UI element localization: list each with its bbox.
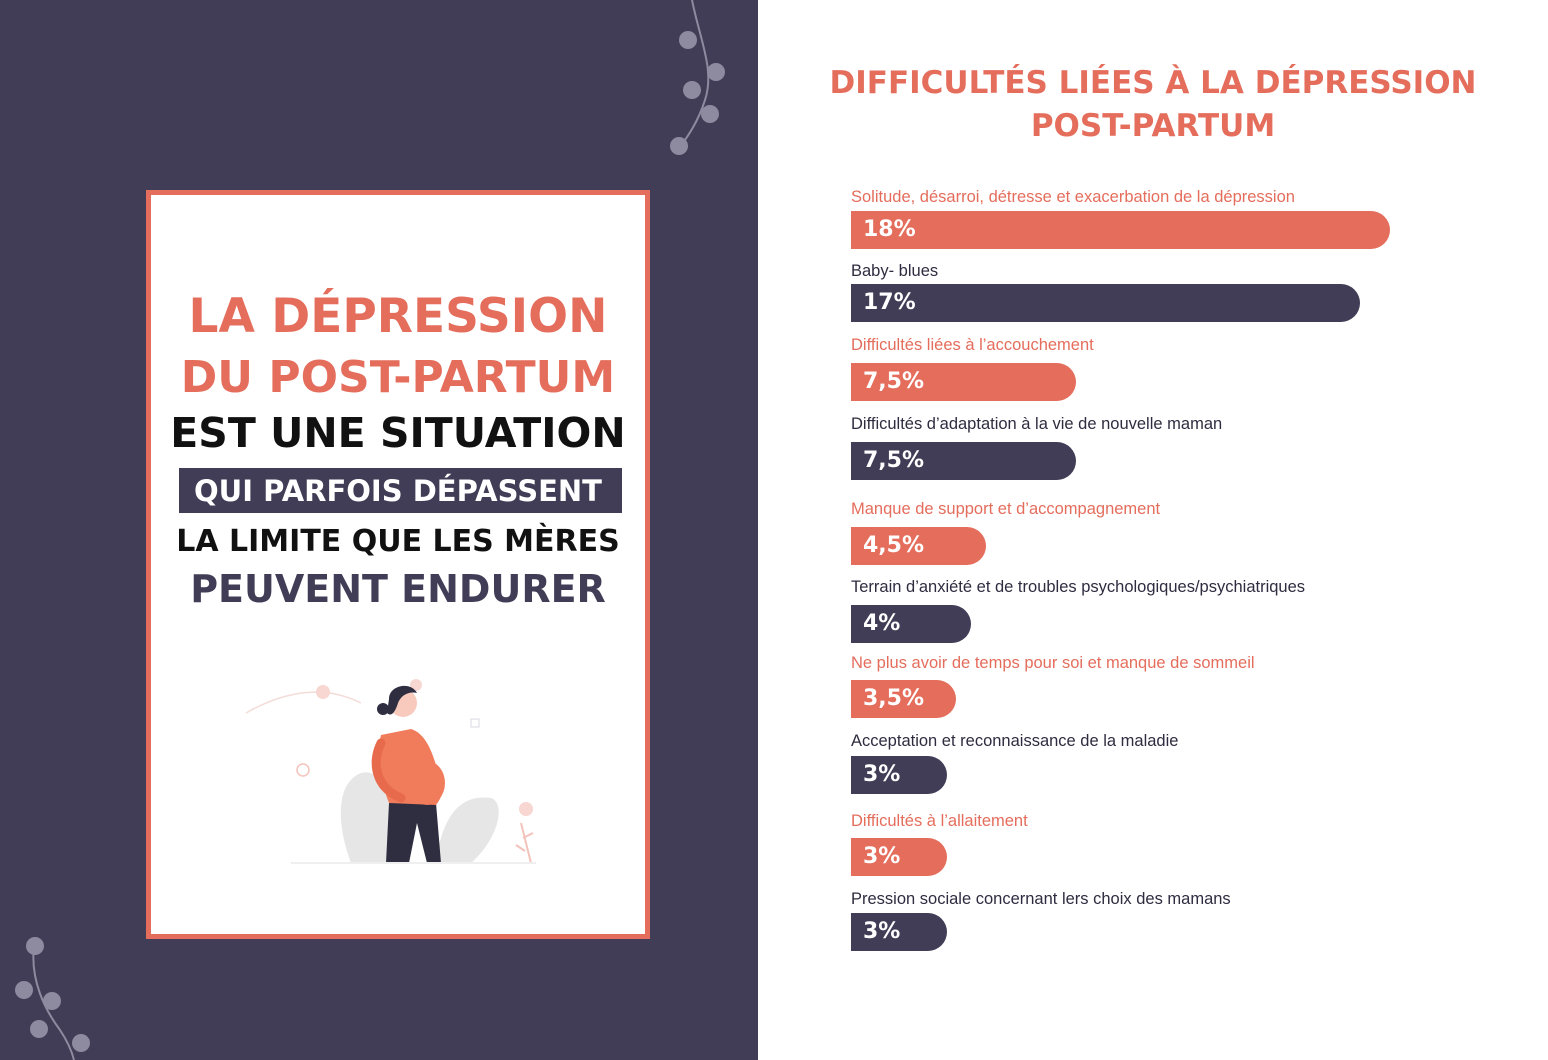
poster-headline-line-1: LA DÉPRESSION <box>188 289 608 344</box>
bar-label: Difficultés à l’allaitement <box>851 812 1028 830</box>
bar-value-label: 3% <box>863 919 901 944</box>
leaf-branch-decoration <box>15 0 725 1060</box>
poster-headline-line-6: PEUVENT ENDURER <box>190 567 606 611</box>
bar-label: Terrain d’anxiété et de troubles psychol… <box>851 578 1306 596</box>
poster-headline-line-3: EST UNE SITUATION <box>170 409 626 457</box>
bar-value-label: 3% <box>863 762 901 787</box>
bar-label: Solitude, désarroi, détresse et exacerba… <box>851 188 1295 206</box>
pregnant-woman-illustration-icon <box>245 679 536 864</box>
bar: 7,5% <box>851 363 1076 401</box>
poster-headline-line-2: DU POST-PARTUM <box>180 352 616 403</box>
bar: 4,5% <box>851 527 986 565</box>
bar-value-label: 18% <box>863 217 916 242</box>
bar-label: Baby- blues <box>851 262 939 280</box>
bar-label: Pression sociale concernant lers choix d… <box>851 890 1231 908</box>
chart-title-line-1: DIFFICULTÉS LIÉES À LA DÉPRESSION <box>829 65 1477 101</box>
poster-card: LA DÉPRESSION DU POST-PARTUM EST UNE SIT… <box>146 190 650 939</box>
bar-value-label: 3% <box>863 844 901 869</box>
bar-label: Manque de support et d’accompagnement <box>851 500 1161 518</box>
bar-label: Ne plus avoir de temps pour soi et manqu… <box>851 654 1255 672</box>
right-panel: DIFFICULTÉS LIÉES À LA DÉPRESSION POST-P… <box>758 0 1548 1060</box>
bar: 3% <box>851 913 947 951</box>
bar: 3% <box>851 838 947 876</box>
bar-value-label: 3,5% <box>863 686 925 711</box>
bar-label: Difficultés d’adaptation à la vie de nou… <box>851 415 1223 433</box>
poster-headline-line-5: LA LIMITE QUE LES MÈRES <box>176 524 620 559</box>
bar-label: Acceptation et reconnaissance de la mala… <box>851 732 1179 750</box>
bar: 4% <box>851 605 971 643</box>
bar: 3% <box>851 756 947 794</box>
bar: 17% <box>851 284 1360 322</box>
bar: 3,5% <box>851 680 956 718</box>
bar: 7,5% <box>851 442 1076 480</box>
poster-highlight-box <box>179 468 622 513</box>
bar-value-label: 17% <box>863 290 916 315</box>
chart-title-line-2: POST-PARTUM <box>1030 108 1276 144</box>
bar-label: Difficultés liées à l’accouchement <box>851 336 1094 354</box>
bar-value-label: 4,5% <box>863 533 925 558</box>
bar-value-label: 4% <box>863 611 901 636</box>
bar-value-label: 7,5% <box>863 369 925 394</box>
bar: 18% <box>851 211 1390 249</box>
poster-headline-line-4: QUI PARFOIS DÉPASSENT <box>194 474 602 508</box>
left-panel: LA DÉPRESSION DU POST-PARTUM EST UNE SIT… <box>0 0 758 1060</box>
bar-value-label: 7,5% <box>863 448 925 473</box>
